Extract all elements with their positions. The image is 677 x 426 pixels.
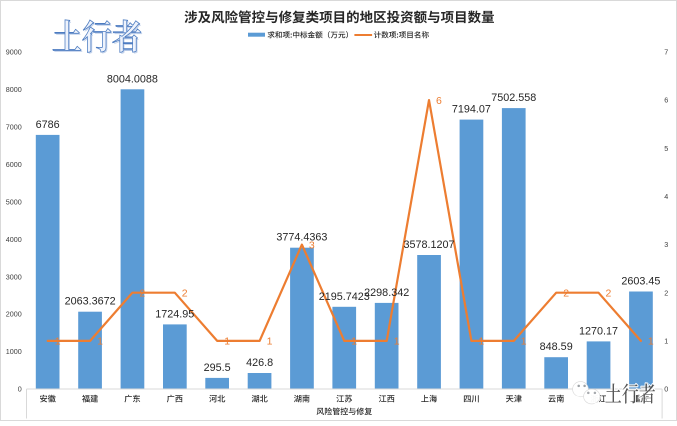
svg-text:3774.4363: 3774.4363 <box>276 232 327 244</box>
svg-text:2603.45: 2603.45 <box>621 276 660 288</box>
svg-text:7194.07: 7194.07 <box>452 104 491 116</box>
svg-text:5000: 5000 <box>6 197 22 206</box>
svg-text:2298.342: 2298.342 <box>364 287 409 299</box>
svg-text:2000: 2000 <box>6 310 22 319</box>
svg-text:295.5: 295.5 <box>204 362 231 374</box>
svg-text:1: 1 <box>97 336 103 348</box>
svg-text:2: 2 <box>139 287 145 299</box>
svg-text:9000: 9000 <box>6 48 22 57</box>
svg-text:3578.1207: 3578.1207 <box>403 239 454 251</box>
svg-text:6000: 6000 <box>6 160 22 169</box>
svg-text:2195.7423: 2195.7423 <box>319 291 370 303</box>
svg-text:1: 1 <box>521 336 527 348</box>
svg-text:8000: 8000 <box>6 85 22 94</box>
svg-text:3000: 3000 <box>6 272 22 281</box>
svg-text:2: 2 <box>563 287 569 299</box>
svg-text:3: 3 <box>664 240 668 249</box>
svg-text:2: 2 <box>182 287 188 299</box>
svg-text:1270.17: 1270.17 <box>579 325 618 337</box>
svg-text:5: 5 <box>664 144 668 153</box>
svg-text:1: 1 <box>664 337 668 346</box>
svg-text:1: 1 <box>351 336 357 348</box>
svg-text:1: 1 <box>648 336 654 348</box>
svg-text:4: 4 <box>664 192 668 201</box>
svg-text:6: 6 <box>436 95 442 107</box>
svg-text:2063.3672: 2063.3672 <box>65 296 116 308</box>
svg-text:3: 3 <box>309 239 315 251</box>
svg-text:6: 6 <box>664 96 668 105</box>
svg-text:7: 7 <box>664 48 668 57</box>
svg-text:0: 0 <box>18 385 22 394</box>
svg-text:4000: 4000 <box>6 235 22 244</box>
svg-text:2: 2 <box>664 288 668 297</box>
svg-text:0: 0 <box>664 385 668 394</box>
svg-text:7502.558: 7502.558 <box>491 92 536 104</box>
svg-text:1: 1 <box>224 336 230 348</box>
svg-text:848.59: 848.59 <box>540 341 573 353</box>
svg-text:2: 2 <box>606 287 612 299</box>
svg-text:1: 1 <box>478 336 484 348</box>
svg-text:6786: 6786 <box>36 119 60 131</box>
svg-text:426.8: 426.8 <box>246 357 273 369</box>
svg-text:1000: 1000 <box>6 347 22 356</box>
svg-text:8004.0088: 8004.0088 <box>107 73 158 85</box>
svg-text:1724.95: 1724.95 <box>155 308 194 320</box>
svg-text:1: 1 <box>55 336 61 348</box>
svg-text:1: 1 <box>394 336 400 348</box>
svg-text:1: 1 <box>267 336 273 348</box>
svg-text:7000: 7000 <box>6 123 22 132</box>
